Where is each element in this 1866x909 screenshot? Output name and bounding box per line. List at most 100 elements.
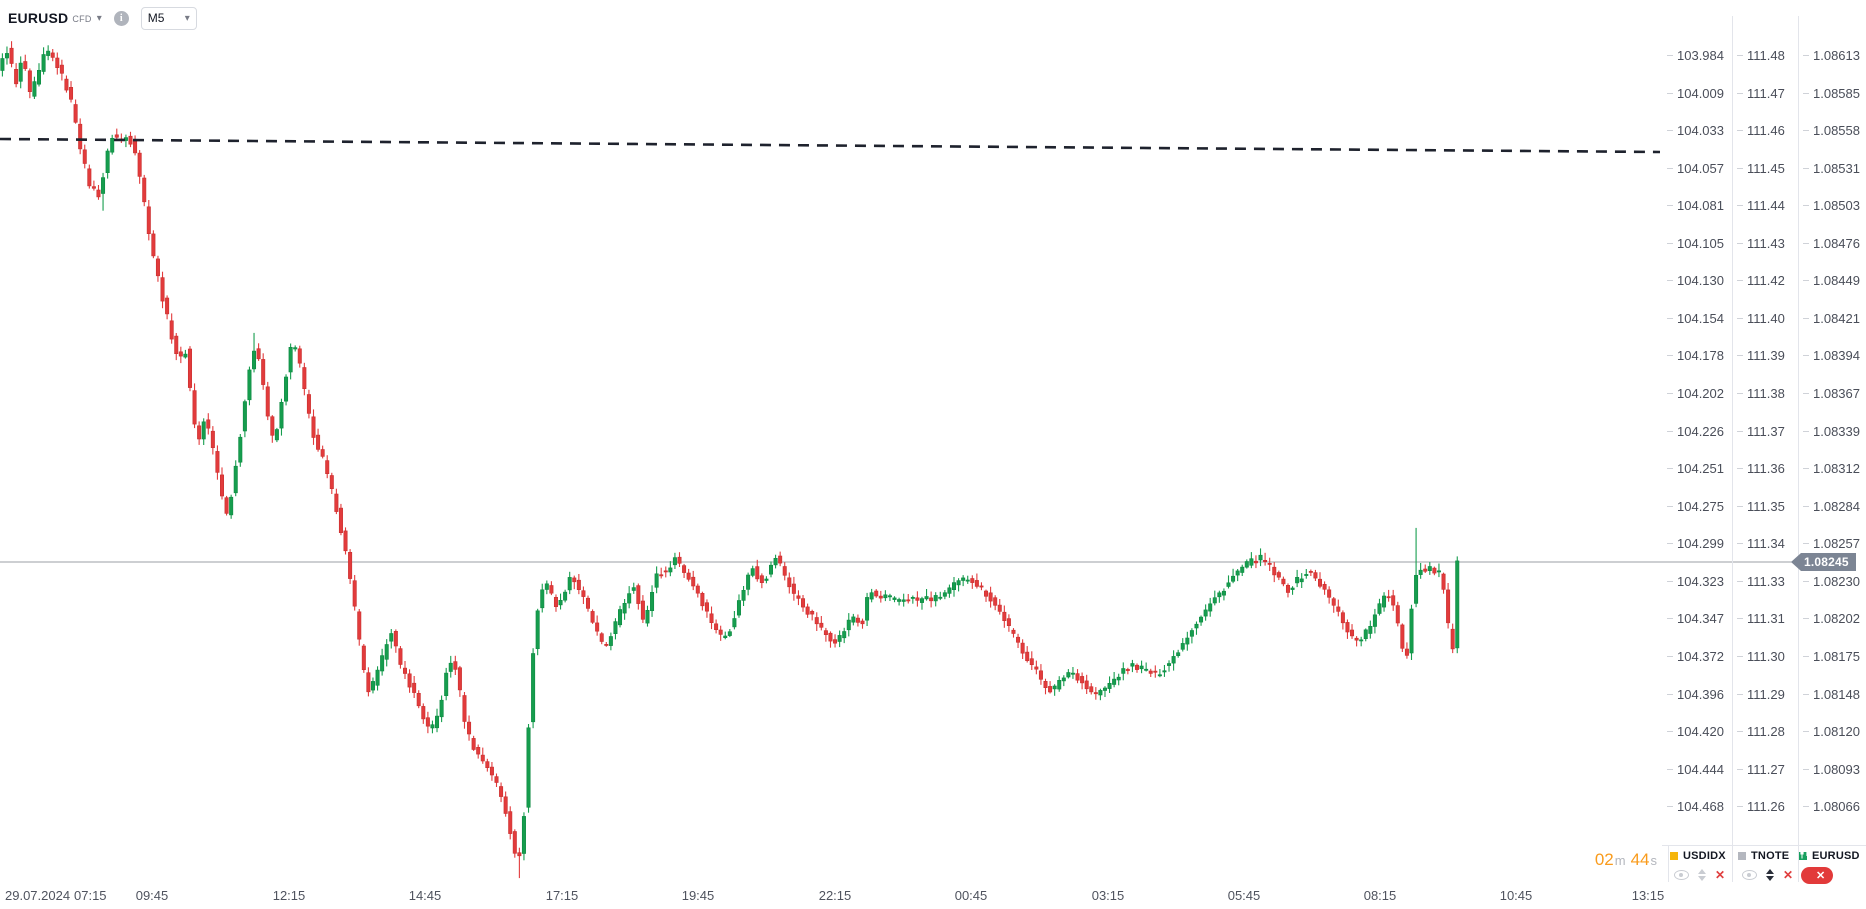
price-scale-label: 111.26: [1737, 799, 1785, 815]
price-scale-column-usdidx[interactable]: 103.984 104.009 104.033 104.057 104.081 104.1…: [1660, 0, 1732, 885]
price-scale-label: 104.468: [1667, 799, 1724, 815]
usdidx-visibility-eye-icon[interactable]: [1674, 870, 1689, 880]
price-scale-label: 1.08175: [1803, 648, 1860, 664]
time-axis-label: 17:15: [545, 888, 579, 903]
price-scale-label: 1.08148: [1803, 686, 1860, 702]
scale-tick-mark: [1803, 731, 1809, 733]
timeframe-caret-icon: ▾: [184, 12, 190, 24]
tnote-scale-arrows-icon[interactable]: [1766, 869, 1774, 881]
eurusd-active-pill[interactable]: ✕: [1800, 847, 1834, 884]
price-scale-label: 111.44: [1737, 198, 1785, 214]
price-scale-label: 103.984: [1667, 48, 1724, 64]
scale-tick-mark: [1803, 768, 1809, 770]
symbol-title[interactable]: EURUSD: [8, 10, 69, 26]
scale-tick-mark: [1667, 806, 1673, 808]
price-scale-label: 104.009: [1667, 85, 1724, 101]
price-scale-label: 104.372: [1667, 648, 1724, 664]
market-type-label: CFD: [72, 14, 92, 24]
scale-tick-mark: [1667, 393, 1673, 395]
current-price-value: 1.08245: [1801, 553, 1856, 571]
scale-tick-mark: [1737, 693, 1743, 695]
scale-tick-mark: [1737, 731, 1743, 733]
tnote-close-icon[interactable]: ✕: [1783, 868, 1794, 882]
usdidx-close-icon[interactable]: ✕: [1715, 868, 1726, 882]
price-scale-label: 111.36: [1737, 461, 1785, 477]
price-scale-label: 111.47: [1737, 85, 1785, 101]
time-axis-label: 08:15: [1363, 888, 1397, 903]
time-axis-label: 29.07.2024: [5, 888, 71, 903]
legend-top-separator: [1662, 845, 1866, 846]
eurusd-color-swatch: [1799, 852, 1807, 860]
scale-tick-mark: [1803, 205, 1809, 207]
scale-tick-mark: [1667, 693, 1673, 695]
scale-tick-mark: [1803, 92, 1809, 94]
price-scale-label: 104.057: [1667, 160, 1724, 176]
price-scale-label: 111.27: [1737, 761, 1785, 777]
scale-tick-mark: [1803, 468, 1809, 470]
scale-tick-mark: [1667, 468, 1673, 470]
price-scale-label: 111.42: [1737, 273, 1785, 289]
price-scale-label: 111.28: [1737, 724, 1785, 740]
scale-column-separator: [1798, 16, 1799, 882]
price-scale-label: 1.08367: [1803, 386, 1860, 402]
eurusd-close-icon[interactable]: ✕: [1816, 869, 1826, 882]
scale-tick-mark: [1803, 280, 1809, 282]
price-scale-label: 111.30: [1737, 648, 1785, 664]
time-axis-label: 10:45: [1499, 888, 1533, 903]
timeframe-select[interactable]: M5 ▾: [140, 6, 197, 30]
scale-tick-mark: [1667, 430, 1673, 432]
scale-tick-mark: [1667, 618, 1673, 620]
usdidx-symbol-label: USDIDX: [1683, 850, 1726, 862]
price-scale-label: 111.33: [1737, 573, 1785, 589]
price-scale-label: 111.31: [1737, 611, 1785, 627]
chart-header: EURUSD CFD ▾ i M5 ▾: [8, 6, 203, 30]
scale-tick-mark: [1667, 167, 1673, 169]
usdidx-scale-arrows-icon[interactable]: [1698, 869, 1706, 881]
price-scale-label: 1.08503: [1803, 198, 1860, 214]
price-scale-label: 111.39: [1737, 348, 1785, 364]
scale-tick-mark: [1737, 430, 1743, 432]
countdown-minutes: 02: [1594, 850, 1614, 869]
price-scale-label: 104.226: [1667, 423, 1724, 439]
scale-tick-mark: [1803, 55, 1809, 56]
price-scale-label: 104.420: [1667, 724, 1724, 740]
scale-column-separator: [1732, 16, 1733, 882]
scale-tick-mark: [1667, 543, 1673, 545]
time-axis-label: 05:45: [1227, 888, 1261, 903]
tnote-color-swatch: [1738, 852, 1746, 860]
price-scale-label: 111.35: [1737, 498, 1785, 514]
scale-tick-mark: [1667, 317, 1673, 319]
price-scale-label: 104.275: [1667, 498, 1724, 514]
scale-tick-mark: [1667, 505, 1673, 507]
time-axis[interactable]: 29.07.2024 07:15 09:45 12:15 14:45 17:15 19:45…: [0, 883, 1866, 909]
current-price-badge[interactable]: 1.08245: [1791, 553, 1856, 571]
trendline-dashed[interactable]: [0, 137, 1661, 154]
scale-tick-mark: [1737, 280, 1743, 282]
scale-tick-mark: [1737, 655, 1743, 657]
info-icon[interactable]: i: [113, 10, 129, 26]
scale-tick-mark: [1803, 130, 1809, 132]
price-scale-column-tnote[interactable]: 111.48 111.47 111.46 111.45 111.44 111.43 111.…: [1732, 0, 1798, 885]
price-scale-label: 111.34: [1737, 536, 1785, 552]
legend-eurusd: EURUSD ✕: [1799, 847, 1860, 887]
tnote-visibility-eye-icon[interactable]: [1742, 870, 1757, 880]
price-scale-label: 111.37: [1737, 423, 1785, 439]
price-scale-label: 1.08585: [1803, 85, 1860, 101]
price-scale-label: 111.40: [1737, 310, 1785, 326]
scale-tick-mark: [1803, 167, 1809, 169]
price-scale-label: 104.033: [1667, 123, 1724, 139]
symbol-caret-icon[interactable]: ▾: [96, 12, 102, 24]
price-scale-label: 104.251: [1667, 461, 1724, 477]
price-scale-column-eurusd[interactable]: 1.08613 1.08585 1.08558 1.08531 1.08503 1.084…: [1798, 0, 1866, 885]
price-scale-label: 111.29: [1737, 686, 1785, 702]
scale-tick-mark: [1803, 505, 1809, 507]
scale-tick-mark: [1667, 130, 1673, 132]
price-scale-label: 1.08476: [1803, 235, 1860, 251]
price-scale-label: 1.08066: [1803, 799, 1860, 815]
price-scale-label: 111.38: [1737, 386, 1785, 402]
price-scale-label: 1.08284: [1803, 498, 1860, 514]
price-badge-arrow-icon: [1791, 553, 1801, 571]
price-scale-label: 1.08449: [1803, 273, 1860, 289]
price-scale-label: 1.08394: [1803, 348, 1860, 364]
